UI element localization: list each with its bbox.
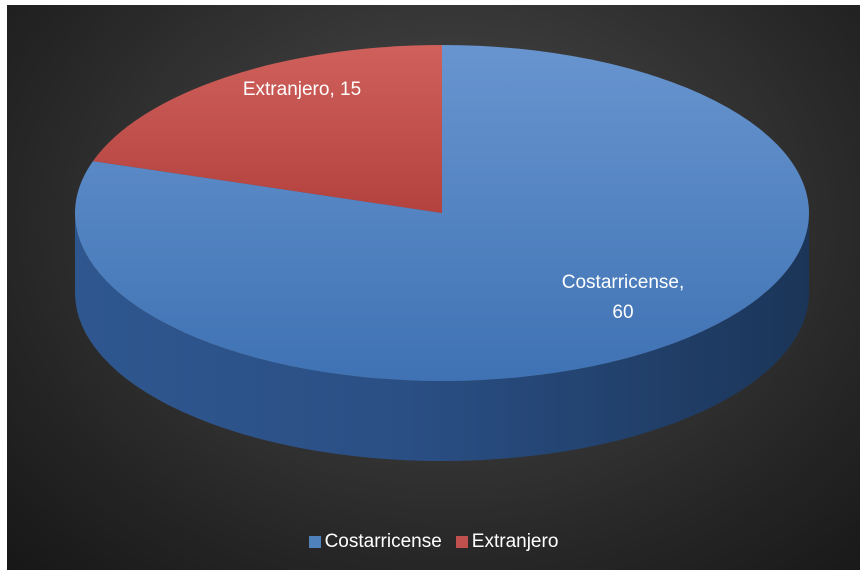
pie-chart: Extranjero, 15 Costarricense, 60 — [75, 45, 810, 461]
legend-item-extranjero: Extranjero — [455, 531, 559, 553]
legend-swatch-costarricense — [308, 536, 321, 548]
legend-label-extranjero: Extranjero — [471, 531, 559, 552]
data-label-costarricense: Costarricense, — [562, 272, 685, 293]
data-label-costarricense-value: 60 — [612, 302, 633, 323]
legend-swatch-extranjero — [455, 536, 468, 548]
chart-area: Extranjero, 15 Costarricense, 60 Costarr… — [7, 5, 860, 570]
data-label-extranjero: Extranjero, 15 — [243, 79, 361, 100]
pie-side-costarricense — [75, 213, 809, 461]
legend-label-costarricense: Costarricense — [324, 531, 442, 552]
pie-slice-extranjero — [92, 45, 443, 213]
pie-slice-costarricense — [75, 45, 810, 381]
legend: Costarricense Extranjero — [7, 531, 860, 553]
legend-item-costarricense: Costarricense — [308, 531, 442, 553]
